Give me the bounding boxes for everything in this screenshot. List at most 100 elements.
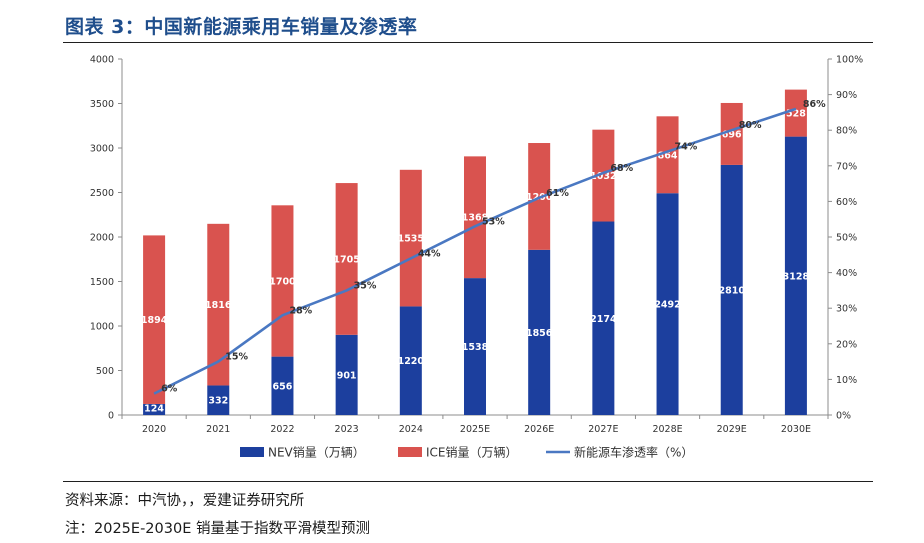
- ice-value-label: 696: [722, 129, 742, 140]
- x-tick-label: 2026E: [524, 424, 554, 435]
- nev-value-label: 1538: [462, 342, 489, 353]
- penetration-value-label: 44%: [418, 248, 441, 259]
- penetration-line: 6% 15% 28% 35% 44% 53% 61% 68% 74% 80% 86%: [153, 99, 826, 395]
- ice-value-label: 1894: [141, 315, 168, 326]
- penetration-line-path: [153, 107, 797, 395]
- x-tick-label: 2030E: [781, 424, 811, 435]
- left-tick-label: 4000: [90, 55, 114, 66]
- left-tick-label: 1000: [90, 322, 114, 333]
- legend-label: ICE销量（万辆）: [426, 446, 518, 460]
- stacked-bars: [143, 89, 807, 415]
- legend-label: NEV销量（万辆）: [268, 446, 365, 460]
- penetration-value-label: 80%: [739, 120, 762, 131]
- ice-value-label: 1816: [205, 300, 232, 311]
- penetration-value-label: 6%: [161, 384, 178, 395]
- left-tick-label: 2500: [90, 188, 114, 199]
- legend-label: 新能源车渗透率（%）: [574, 445, 693, 460]
- nev-bar: [143, 403, 166, 415]
- left-tick-label: 2000: [90, 233, 114, 244]
- right-tick-label: 90%: [836, 90, 857, 101]
- right-tick-label: 70%: [836, 161, 857, 172]
- left-tick-label: 0: [108, 411, 114, 422]
- nev-bar: [784, 136, 807, 415]
- left-tick-label: 1500: [90, 277, 114, 288]
- ice-value-label: 864: [658, 150, 678, 161]
- right-tick-label: 10%: [836, 375, 857, 386]
- right-tick-label: 100%: [836, 55, 863, 66]
- x-tick-label: 2021: [206, 424, 230, 435]
- nev-value-label: 2492: [654, 300, 680, 311]
- penetration-value-label: 74%: [675, 142, 698, 153]
- nev-value-label: 2174: [590, 314, 617, 325]
- left-y-axis: 0 500 1000 1500 2000 2500 3000 3500 4000: [90, 55, 123, 422]
- x-tick-label: 2029E: [717, 424, 747, 435]
- x-tick-label: 2020: [142, 424, 166, 435]
- ice-bar: [207, 223, 230, 386]
- right-tick-label: 30%: [836, 304, 857, 315]
- nev-bar: [464, 278, 486, 415]
- nev-value-label: 901: [337, 370, 357, 381]
- ice-bar: [784, 89, 807, 137]
- forecast-footnote: 注：2025E-2030E 销量基于指数平滑模型预测: [65, 521, 370, 537]
- chart-legend: NEV销量（万辆） ICE销量（万辆） 新能源车渗透率（%）: [240, 445, 693, 460]
- x-tick-label: 2023: [335, 424, 359, 435]
- nev-bar: [271, 356, 294, 415]
- x-tick-label: 2028E: [652, 424, 682, 435]
- right-tick-label: 60%: [836, 197, 857, 208]
- x-tick-label: 2027E: [588, 424, 618, 435]
- nev-bar: [399, 306, 422, 415]
- ice-value-label: 1032: [590, 171, 616, 182]
- nev-bar: [592, 221, 615, 415]
- right-tick-label: 0%: [836, 411, 851, 422]
- penetration-value-label: 15%: [225, 352, 248, 363]
- ice-value-label: 1700: [269, 276, 296, 287]
- ice-value-label: 1368: [462, 213, 489, 224]
- x-tick-label: 2024: [399, 424, 423, 435]
- nev-value-label: 2810: [719, 285, 746, 296]
- nev-value-label: 332: [208, 396, 228, 407]
- ice-bar: [464, 156, 486, 279]
- legend-swatch: [398, 447, 422, 457]
- left-tick-label: 500: [96, 366, 114, 377]
- figure-title: 图表 3：中国新能源乘用车销量及渗透率: [65, 16, 418, 38]
- ice-bar: [528, 143, 551, 250]
- left-tick-label: 3000: [90, 144, 114, 155]
- ice-value-label: 1535: [398, 234, 424, 245]
- right-tick-label: 80%: [836, 126, 857, 137]
- source-note: 资料来源：中汽协，，爱建证券研究所: [65, 493, 305, 509]
- ice-bar: [656, 116, 679, 194]
- penetration-value-label: 61%: [546, 188, 569, 199]
- ice-value-label: 1705: [333, 254, 359, 265]
- penetration-value-label: 68%: [610, 163, 633, 174]
- right-tick-label: 50%: [836, 233, 857, 244]
- nev-bar: [528, 249, 551, 415]
- sales-penetration-chart: 0 500 1000 1500 2000 2500 3000 3500 4000 0% 10% 20…: [90, 55, 863, 460]
- penetration-value-label: 28%: [289, 305, 312, 316]
- ice-bar: [720, 102, 743, 165]
- nev-value-label: 656: [273, 381, 293, 392]
- ice-bar: [143, 235, 166, 404]
- right-tick-label: 20%: [836, 339, 857, 350]
- ice-value-label: 528: [786, 109, 806, 120]
- legend-swatch: [240, 447, 264, 457]
- penetration-value-label: 86%: [803, 99, 826, 110]
- x-axis: 2020 2021 2022 2023 2024 2025E 2026E 2027E 2028E…: [121, 414, 829, 435]
- penetration-value-label: 53%: [482, 216, 505, 227]
- ice-bar: [335, 183, 358, 335]
- ice-bar: [399, 169, 422, 307]
- right-tick-label: 40%: [836, 268, 857, 279]
- title-divider: [63, 42, 873, 43]
- nev-value-label: 1220: [398, 356, 425, 367]
- nev-bar: [720, 164, 743, 415]
- source-divider: [63, 481, 873, 482]
- penetration-value-label: 35%: [354, 280, 377, 291]
- nev-bar: [335, 334, 358, 415]
- nev-bar: [656, 193, 679, 415]
- nev-value-label: 124: [144, 403, 164, 414]
- x-tick-label: 2025E: [460, 424, 490, 435]
- left-tick-label: 3500: [90, 99, 114, 110]
- x-tick-label: 2022: [270, 424, 294, 435]
- nev-value-label: 1856: [526, 328, 553, 339]
- ice-bar: [592, 129, 615, 222]
- nev-value-label: 3128: [783, 271, 810, 282]
